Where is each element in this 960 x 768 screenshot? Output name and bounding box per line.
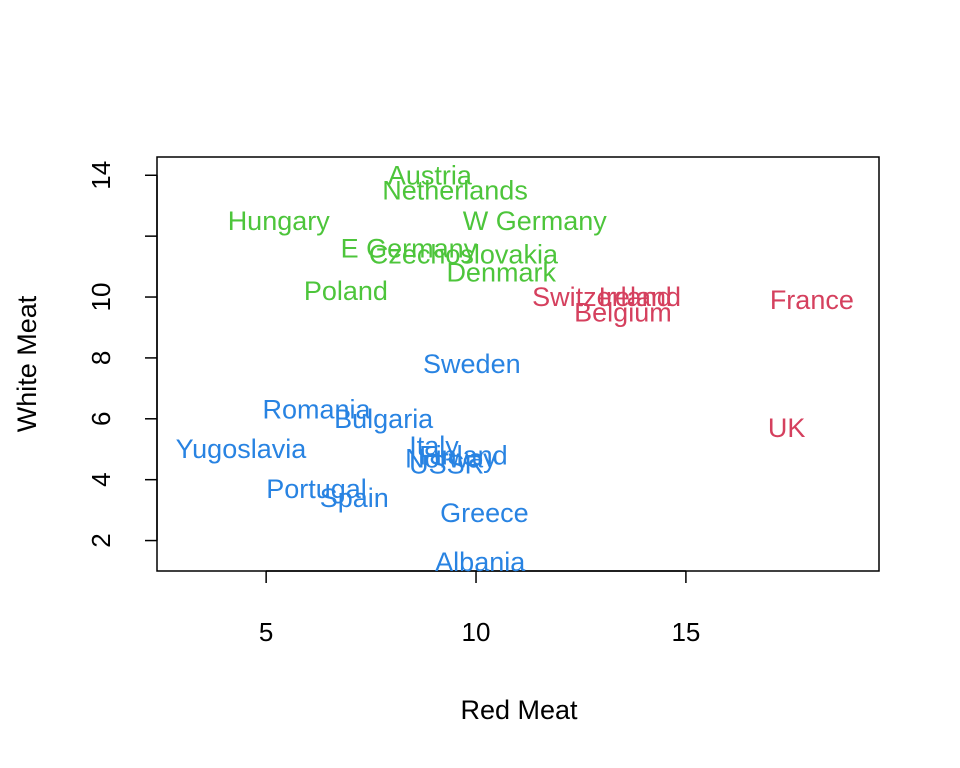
point-label: Finland [419,440,508,470]
x-axis: 5 10 15 [259,570,700,647]
point-label: Bulgaria [334,404,434,434]
y-axis: 2 4 6 8 10 14 [86,161,158,548]
point-label: Spain [320,483,389,513]
y-tick-label: 4 [86,472,116,486]
x-tick-label: 10 [462,617,491,647]
point-label: Hungary [228,206,331,236]
y-tick-label: 8 [86,351,116,365]
point-label: Netherlands [382,175,528,205]
point-label: Belgium [574,297,672,327]
point-label: Albania [435,547,526,577]
point-label: Austria [388,160,473,190]
y-axis-title: White Meat [12,295,42,432]
point-label: USSR [409,449,484,479]
x-tick-label: 5 [259,617,273,647]
point-label: Sweden [423,349,521,379]
point-label: Portugal [266,474,367,504]
point-label: E Germany [341,233,478,263]
point-label: Switzerland [532,282,672,312]
point-label: Denmark [446,258,556,288]
point-label: Romania [262,395,371,425]
y-tick-label: 10 [86,283,116,312]
point-label: Czechoslovakia [369,239,559,269]
x-axis-title: Red Meat [460,695,578,725]
point-label: France [770,285,854,315]
point-label: Norway [405,443,497,473]
point-label: Poland [304,276,388,306]
point-label: UK [768,413,806,443]
y-tick-label: 6 [86,412,116,426]
point-label: W Germany [463,206,608,236]
x-tick-label: 15 [671,617,700,647]
point-label: Yugoslavia [176,434,308,464]
y-tick-label: 2 [86,533,116,547]
y-tick-label: 14 [86,161,116,190]
point-label: Italy [409,431,459,461]
point-label: Greece [440,498,529,528]
point-label: Ireland [598,282,681,312]
